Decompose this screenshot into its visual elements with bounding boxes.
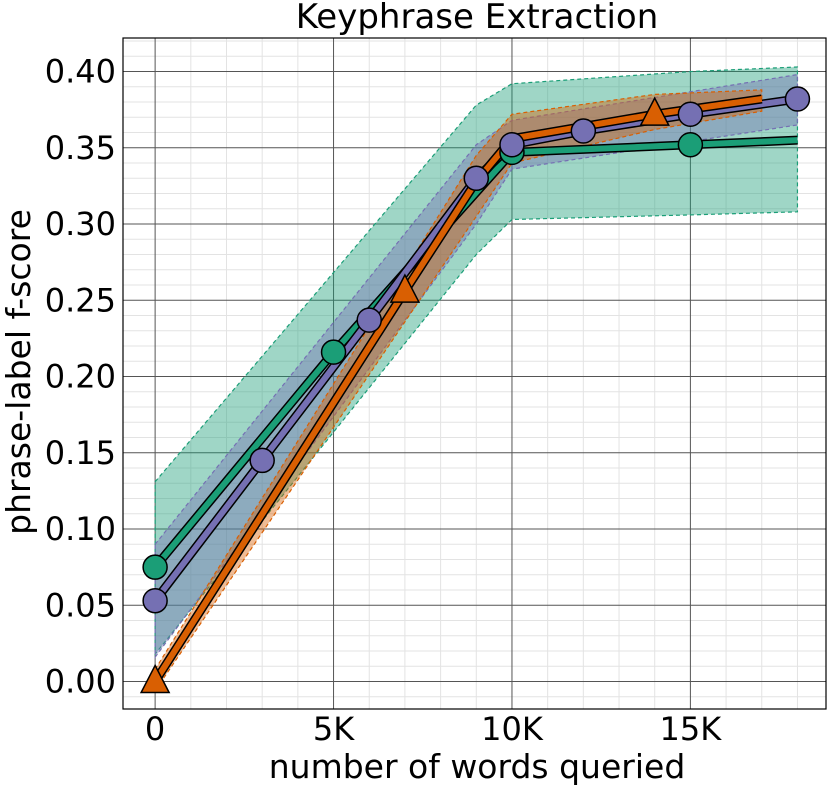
plot-content [151,66,799,693]
series-purple-marker [249,447,275,474]
y-axis-label: phrase-label f-score [0,209,38,535]
y-tick-label: 0.00 [45,663,116,701]
series-purple-marker [677,101,704,127]
x-axis-label: number of words queried [269,747,686,785]
series-green-marker [320,339,347,365]
y-tick-label: 0.25 [45,281,116,319]
series-green-marker [142,554,168,580]
series-purple-marker [784,86,811,112]
series-orange-marker [389,273,421,303]
y-tick-label: 0.30 [45,205,116,243]
plot-area: 0 5K 10K 15K 0.00 0.05 0.10 0.15 0.20 0.25 0.30 0.3… [45,37,827,748]
tick-labels: 0 5K 10K 15K 0.00 0.05 0.10 0.15 0.20 0.25 0.30 0.3… [45,53,723,748]
series-orange-marker [139,663,171,694]
series-orange-line [152,96,763,684]
series-purple-marker [142,587,168,614]
series-orange-marker [639,96,670,126]
series-green-marker [677,132,704,158]
series-purple-marker [570,118,597,144]
chart-title: Keyphrase Extraction [296,0,659,37]
x-tick-label: 15K [660,710,723,748]
y-tick-label: 0.40 [45,53,116,91]
y-tick-label: 0.20 [45,358,116,396]
markers [139,86,811,694]
x-tick-label: 5K [313,710,355,748]
y-tick-label: 0.10 [45,510,116,548]
x-tick-label: 0 [145,710,165,748]
x-tick-label: 10K [481,710,544,748]
series-green-confidence-band [154,66,799,656]
plot-frame [122,37,827,710]
series-purple-marker [463,165,490,192]
series-purple-marker [499,132,525,158]
series-purple-marker [356,307,382,333]
y-tick-label: 0.05 [45,586,116,624]
y-tick-label: 0.35 [45,129,116,167]
y-tick-label: 0.15 [45,434,116,472]
